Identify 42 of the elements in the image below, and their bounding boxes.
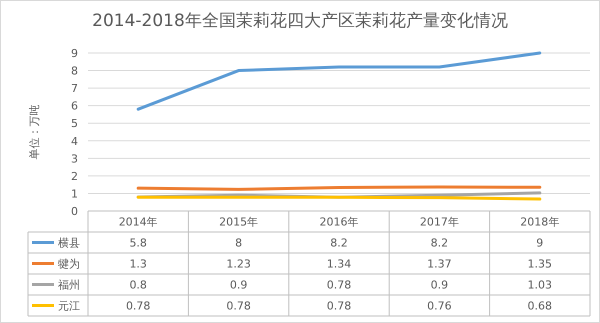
data-label: 0.78 [226,300,251,312]
data-label: 1.3 [129,258,147,270]
y-tick-label: 7 [71,82,78,96]
data-label: 1.34 [326,258,352,270]
data-label: 0.9 [230,278,248,292]
y-axis-title: 单位：万吨 [28,104,41,160]
data-label: 0.78 [126,300,150,312]
data-label: 1.23 [226,258,251,270]
x-tick-label: 2016年 [320,216,358,228]
line-series [136,52,542,111]
legend-label: 犍为 [58,258,80,270]
x-tick-label: 2015年 [219,216,258,228]
legend-label: 元江 [58,300,80,312]
legend-label: 横县 [58,236,80,250]
data-label: 8.2 [430,236,448,250]
data-label: 0.76 [427,300,452,312]
data-label: 9 [536,236,544,250]
y-tick-label: 0 [71,205,78,218]
data-label: 8 [235,236,242,250]
legend-label: 福州 [58,278,80,292]
data-label: 0.78 [326,278,352,292]
data-label: 0.8 [129,278,147,292]
y-tick-label: 9 [71,47,78,60]
x-tick-label: 2018年 [520,216,560,228]
x-tick-label: 2017年 [420,216,459,228]
y-tick-label: 6 [71,100,78,113]
y-tick-label: 5 [71,117,78,130]
y-tick-label: 1 [71,187,78,200]
y-tick-label: 8 [71,64,78,78]
y-tick-label: 3 [71,152,78,166]
chart-title: 2014-2018年全国茉莉花四大产区茉莉花产量变化情况 [92,11,508,31]
data-label: 1.03 [528,278,552,292]
data-label: 0.9 [430,278,448,292]
data-label: 8.2 [330,236,348,250]
data-label: 0.68 [528,300,552,312]
data-label: 5.8 [129,236,147,250]
data-label: 1.37 [427,258,452,270]
data-label: 0.78 [326,300,352,312]
data-label: 1.35 [528,258,552,270]
x-tick-label: 2014年 [118,216,158,228]
y-tick-label: 4 [71,134,78,148]
y-tick-label: 2 [71,170,78,183]
